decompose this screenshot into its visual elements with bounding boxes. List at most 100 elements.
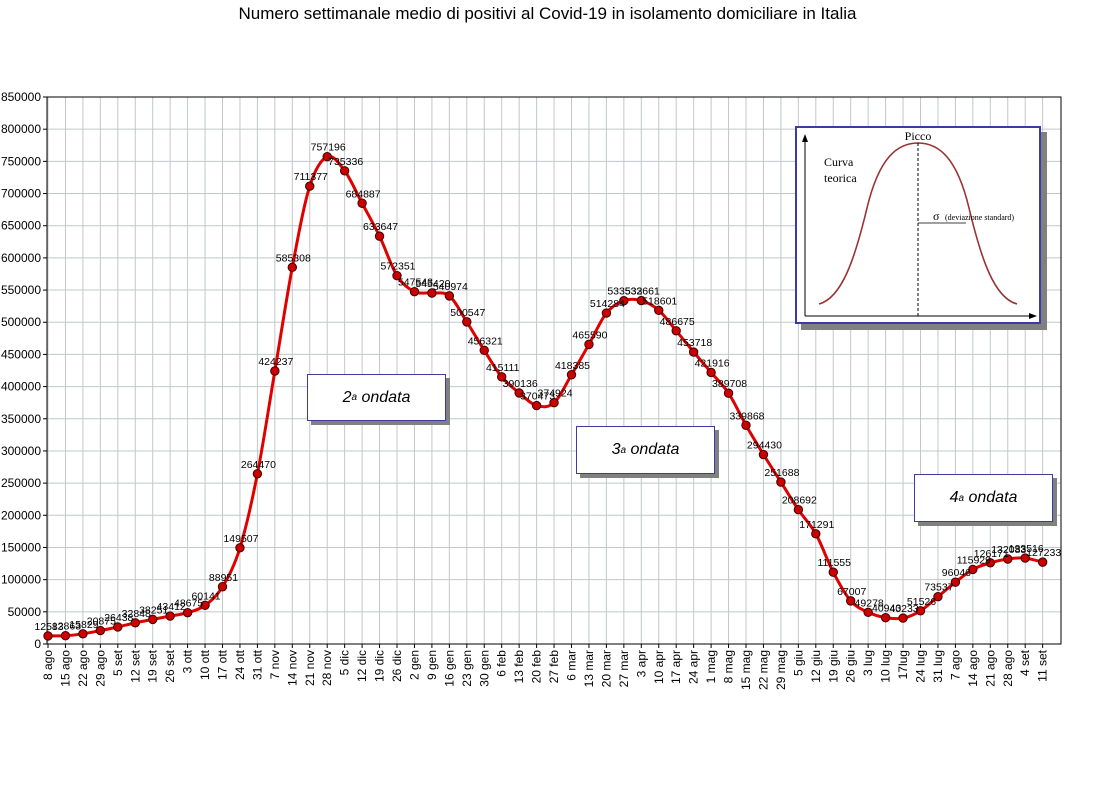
data-label: 389708 [712,378,747,390]
annotation-wave-4-ordinal: 4 [949,489,959,506]
data-point [933,591,943,602]
data-point [514,388,524,398]
data-label: 264470 [241,459,276,471]
data-point [374,231,385,241]
data-label: 208692 [782,495,817,507]
x-tick-label: 3 apr [634,650,648,677]
x-tick-label: 4 set [1018,649,1032,676]
data-label: 67007 [837,586,866,598]
x-tick-label: 28 ago [1001,650,1015,687]
data-point [43,631,53,641]
data-label: 171291 [799,519,834,531]
data-label: 533532 [607,286,642,298]
y-tick-label: 550000 [1,283,41,297]
x-tick-label: 24 lug [914,650,928,683]
x-tick-label: 15 ago [58,650,72,687]
x-tick-label: 14 nov [285,650,299,686]
data-point [217,582,228,592]
x-tick-label: 6 mar [565,650,579,681]
y-tick-label: 500000 [1,315,41,329]
data-point [479,345,489,356]
x-tick-label: 5 set [111,649,125,676]
data-label: 633647 [363,221,398,233]
x-tick-label: 10 lug [879,650,893,683]
data-label: 684887 [346,188,381,200]
annotation-wave-4-text: ondata [968,489,1018,506]
x-tick-label: 12 dic [355,650,369,682]
data-point [497,372,507,382]
data-point [828,567,838,577]
x-tick-label: 9 gen [425,650,439,680]
data-point [113,622,123,632]
x-tick-label: 3 ott [181,649,195,673]
x-tick-label: 24 ott [233,649,247,680]
data-label: 127233 [1026,547,1061,559]
x-tick-label: 21 ago [983,650,997,687]
data-label: 96046 [942,567,971,579]
data-label: 453718 [677,337,712,349]
data-point [427,288,437,298]
data-point [584,339,594,350]
data-label: 424237 [258,356,293,368]
data-label: 415111 [486,362,520,374]
data-point [741,420,751,430]
x-tick-label: 13 mar [582,650,596,687]
x-tick-label: 30 gen [477,650,491,687]
inset-x-arrow [1029,313,1037,319]
data-point [130,618,140,628]
y-tick-label: 350000 [1,412,41,426]
data-label: 73537 [924,582,953,594]
data-label: 48675 [174,598,203,610]
data-point [706,367,716,378]
data-label: 540974 [433,281,468,293]
data-label: 421916 [695,357,730,369]
y-tick-label: 700000 [1,187,41,201]
y-tick-label: 800000 [1,122,41,136]
data-point [793,505,804,515]
data-label: 418385 [555,360,590,372]
data-point [688,347,699,357]
annotation-wave-3-text: ondata [630,441,680,458]
inset-y-arrow [802,134,808,142]
x-tick-label: 7 nov [268,650,282,679]
data-point [235,543,245,553]
data-point [915,606,926,616]
data-point [985,558,995,568]
data-label: 572351 [380,261,415,273]
x-tick-label: 16 gen [442,650,456,687]
data-point [880,612,891,623]
x-axis: 8 ago 15 ago 22 ago 29 ago 5 set 12 set 19 set… [41,644,1050,690]
data-points [43,152,1048,641]
y-tick-label: 100000 [1,573,41,587]
data-point [898,613,908,623]
x-tick-label: 28 nov [320,650,334,686]
data-point [287,262,297,273]
x-tick-label: 17 ott [216,649,230,680]
data-point [758,449,769,460]
data-label: 149507 [223,533,258,545]
annotation-wave-4-suffix: a [958,492,965,504]
x-tick-label: 3 lug [861,650,875,676]
data-point [339,166,350,176]
annotation-wave-3-suffix: a [620,444,627,456]
x-tick-label: 8 mag [722,650,736,683]
y-tick-label: 400000 [1,380,41,394]
data-label: 15829 [69,619,98,631]
data-label: 88951 [209,572,238,584]
data-point [811,529,821,539]
x-tick-label: 19 set [146,649,160,682]
data-label: 60141 [191,590,220,602]
y-tick-label: 600000 [1,251,41,265]
data-point [78,629,88,639]
data-point [357,198,367,208]
data-label: 132083 [991,544,1026,556]
x-tick-label: 31 ott [250,649,264,680]
x-tick-label: 27 feb [547,650,561,684]
data-point [636,295,646,306]
data-point [409,286,420,297]
annotation-wave-2-ordinal: 2 [342,388,352,406]
data-point [549,398,559,408]
x-tick-label: 23 gen [460,650,474,687]
data-labels: 1258312863158292087526438328483825143412… [34,142,1061,633]
